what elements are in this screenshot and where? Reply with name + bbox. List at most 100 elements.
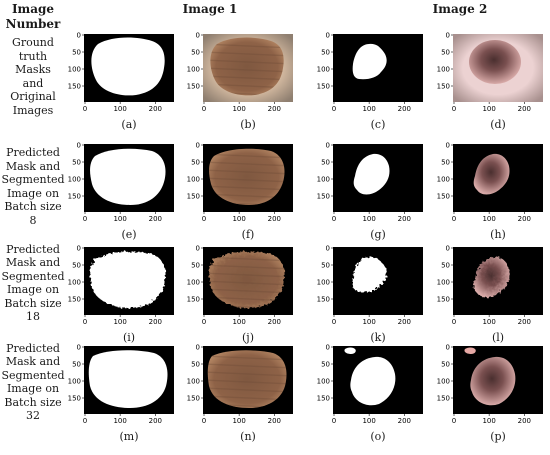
y-tick-label: 150 xyxy=(68,296,81,304)
y-tick-label: 0 xyxy=(446,142,450,150)
y-tick-label: 100 xyxy=(187,279,200,287)
row-label-line: Image on xyxy=(6,186,60,200)
x-tick-label: 200 xyxy=(518,105,531,113)
row-label-line: Images xyxy=(12,103,54,117)
y-tick-label: 0 xyxy=(196,245,200,253)
y-tick-label: 150 xyxy=(437,296,450,304)
panel-seg1-row2: 0 50 100 150 0 100 200 xyxy=(185,140,315,235)
panel-caption: (j) xyxy=(242,331,254,344)
mask-plot: 0 50 100 150 0 100 200 xyxy=(317,344,423,425)
lesion-region xyxy=(469,40,521,84)
x-tick-label: 100 xyxy=(113,215,126,223)
segmented-lesion xyxy=(209,251,285,308)
y-tick-label: 0 xyxy=(446,32,450,40)
segmented-lesion xyxy=(207,350,287,408)
panel-mask2-row1: 0 50 100 150 0 100 200 xyxy=(315,30,445,125)
x-tick-label: 100 xyxy=(362,105,375,113)
mask-region xyxy=(352,256,387,293)
mask-region xyxy=(91,37,165,96)
row-label-line: Batch size xyxy=(4,296,62,310)
row-label-line: and xyxy=(22,76,44,90)
panel-caption: (a) xyxy=(121,118,137,131)
x-tick-label: 0 xyxy=(202,105,206,113)
y-tick-label: 50 xyxy=(191,262,200,270)
segmented-lesion xyxy=(470,356,516,406)
x-tick-label: 200 xyxy=(149,215,162,223)
y-tick-label: 100 xyxy=(437,176,450,184)
y-tick-label: 0 xyxy=(446,344,450,352)
segmented-plot: 0 50 100 150 0 100 200 xyxy=(187,245,293,326)
x-tick-label: 200 xyxy=(398,105,411,113)
x-tick-label: 0 xyxy=(83,318,87,326)
mask-region xyxy=(353,153,390,195)
x-tick-label: 100 xyxy=(362,215,375,223)
segmented-spot xyxy=(464,347,476,354)
y-tick-label: 50 xyxy=(72,49,81,57)
y-tick-label: 100 xyxy=(68,378,81,386)
panel-caption: (g) xyxy=(370,228,386,241)
row-label-line: 18 xyxy=(26,310,40,323)
row-label-line: Mask and xyxy=(5,355,61,368)
x-tick-label: 200 xyxy=(398,417,411,425)
mask-spot xyxy=(344,347,356,354)
panel-mask2-row2: 0 50 100 150 0 100 200 xyxy=(315,140,445,235)
panel-caption: (m) xyxy=(119,430,139,443)
image2-header: Image 2 xyxy=(432,2,488,16)
y-tick-label: 100 xyxy=(187,378,200,386)
row-label-line: Predicted xyxy=(6,341,60,355)
row-label-line: truth Masks xyxy=(15,49,51,77)
y-tick-label: 50 xyxy=(321,361,330,369)
mask-region xyxy=(90,148,166,205)
x-tick-label: 0 xyxy=(332,417,336,425)
mask-plot: 0 50 100 150 0 100 200 xyxy=(317,245,423,326)
y-tick-label: 0 xyxy=(326,245,330,253)
y-tick-label: 100 xyxy=(437,66,450,74)
image-number-header-line2: Number xyxy=(5,17,61,31)
y-tick-label: 150 xyxy=(68,193,81,201)
y-tick-label: 100 xyxy=(437,378,450,386)
panel-caption: (l) xyxy=(491,331,505,344)
panel-caption: (i) xyxy=(122,331,136,344)
y-tick-label: 100 xyxy=(437,279,450,287)
mask-plot: 0 50 100 150 0 100 200 xyxy=(68,344,174,425)
mask-region xyxy=(350,356,396,406)
y-tick-label: 50 xyxy=(72,159,81,167)
x-tick-label: 0 xyxy=(332,318,336,326)
x-tick-label: 200 xyxy=(149,105,162,113)
mask-region xyxy=(88,350,168,408)
row-label-4: Predicted Mask and Segmented Image on Batch … xyxy=(0,342,66,423)
x-tick-label: 200 xyxy=(518,215,531,223)
x-tick-label: 200 xyxy=(518,417,531,425)
x-tick-label: 0 xyxy=(452,215,456,223)
y-tick-label: 0 xyxy=(196,344,200,352)
panel-caption: (d) xyxy=(490,118,506,131)
x-tick-label: 100 xyxy=(232,215,245,223)
x-tick-label: 200 xyxy=(268,417,281,425)
panel-seg1-row4: 0 50 100 150 0 100 200 xyxy=(185,342,315,437)
panel-mask1-row2: 0 50 100 150 0 100 200 xyxy=(66,140,196,235)
image-number-header-line1: Image xyxy=(11,2,55,16)
y-tick-label: 50 xyxy=(191,361,200,369)
y-tick-label: 100 xyxy=(68,176,81,184)
row-label-line: Batch size 8 xyxy=(4,200,62,227)
x-tick-label: 200 xyxy=(268,105,281,113)
x-tick-label: 0 xyxy=(202,215,206,223)
y-tick-label: 150 xyxy=(187,296,200,304)
mask-region xyxy=(90,251,166,308)
y-tick-label: 150 xyxy=(187,193,200,201)
x-tick-label: 0 xyxy=(202,318,206,326)
row-label-line: Segmented xyxy=(1,173,65,187)
panel-caption: (f) xyxy=(241,228,255,241)
y-tick-label: 100 xyxy=(317,279,330,287)
x-tick-label: 100 xyxy=(482,318,495,326)
row-label-line: Segmented xyxy=(1,368,65,382)
y-tick-label: 100 xyxy=(68,66,81,74)
y-tick-label: 50 xyxy=(321,159,330,167)
mask-plot: 0 50 100 150 0 100 200 xyxy=(68,142,174,223)
x-tick-label: 200 xyxy=(149,318,162,326)
x-tick-label: 0 xyxy=(202,417,206,425)
y-tick-label: 100 xyxy=(187,66,200,74)
y-tick-label: 100 xyxy=(317,378,330,386)
row-label-line: Mask and xyxy=(5,256,61,269)
x-tick-label: 100 xyxy=(113,417,126,425)
